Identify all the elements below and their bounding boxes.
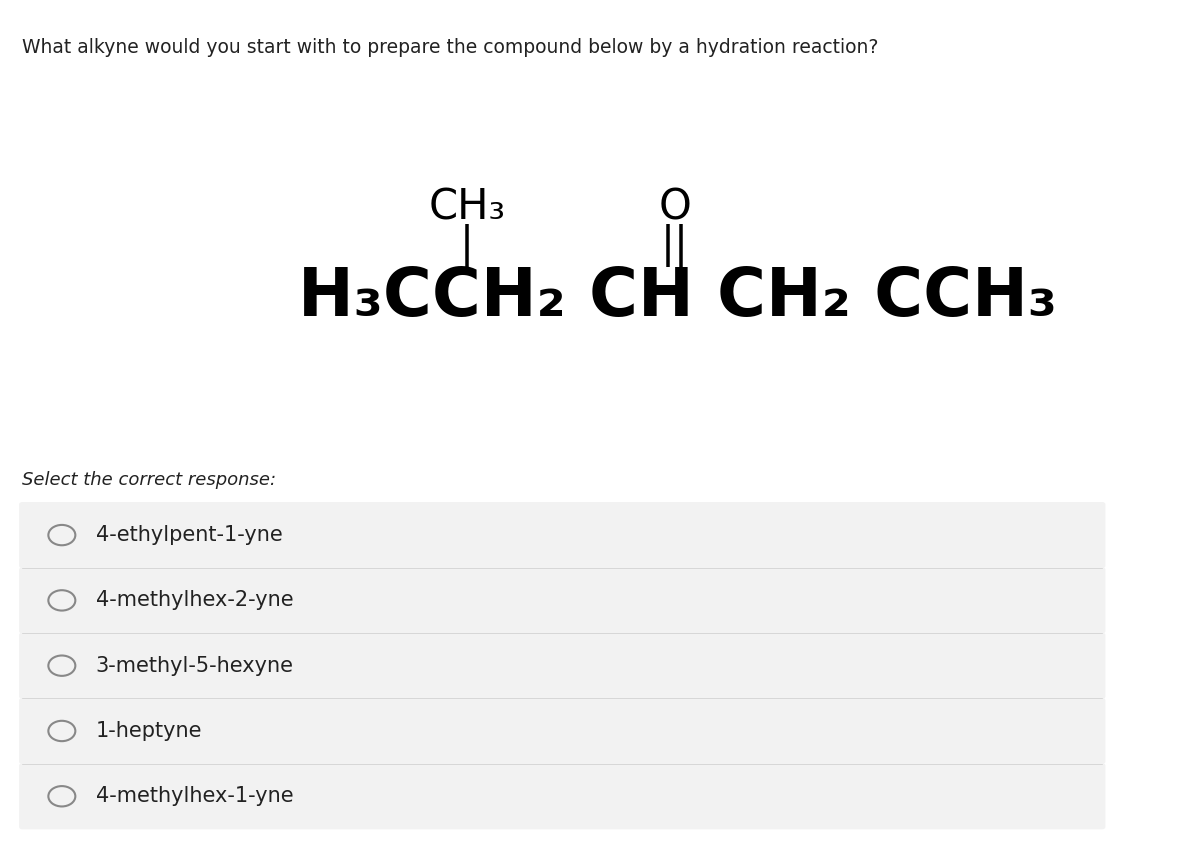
Text: 1-heptyne: 1-heptyne bbox=[96, 721, 202, 741]
Text: 4-ethylpent-1-yne: 4-ethylpent-1-yne bbox=[96, 525, 282, 545]
Text: H₃CCH₂ CH CH₂ CCH₃: H₃CCH₂ CH CH₂ CCH₃ bbox=[298, 264, 1057, 330]
FancyBboxPatch shape bbox=[19, 502, 1105, 568]
Text: 4-methylhex-1-yne: 4-methylhex-1-yne bbox=[96, 786, 293, 806]
FancyBboxPatch shape bbox=[19, 633, 1105, 699]
Text: Select the correct response:: Select the correct response: bbox=[23, 471, 277, 488]
FancyBboxPatch shape bbox=[19, 763, 1105, 829]
Text: 3-methyl-5-hexyne: 3-methyl-5-hexyne bbox=[96, 656, 294, 676]
Text: ||: || bbox=[661, 225, 689, 267]
FancyBboxPatch shape bbox=[19, 698, 1105, 764]
Text: |: | bbox=[460, 225, 474, 267]
Text: CH₃: CH₃ bbox=[428, 187, 505, 229]
Text: O: O bbox=[659, 187, 691, 229]
FancyBboxPatch shape bbox=[19, 567, 1105, 633]
Text: 4-methylhex-2-yne: 4-methylhex-2-yne bbox=[96, 590, 293, 611]
Text: What alkyne would you start with to prepare the compound below by a hydration re: What alkyne would you start with to prep… bbox=[23, 38, 878, 57]
